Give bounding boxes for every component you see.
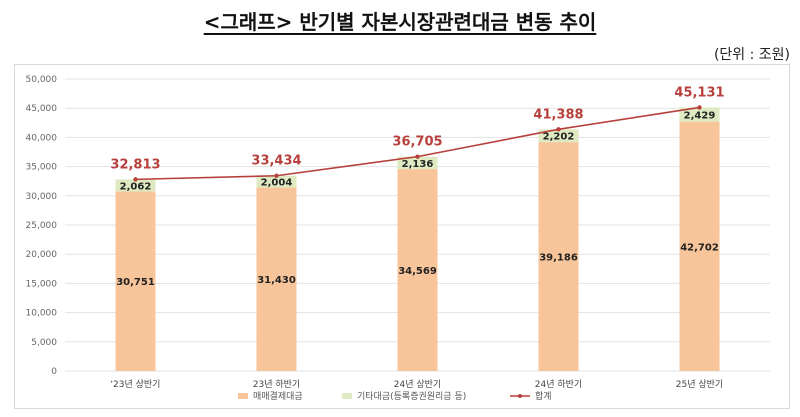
bar-trade (115, 191, 156, 371)
chart-frame (14, 64, 790, 409)
total-point (556, 127, 561, 132)
trade-value-label: 42,702 (680, 242, 719, 253)
total-line (133, 105, 702, 182)
y-tick-label: 5,000 (31, 338, 57, 348)
bars (115, 107, 720, 371)
x-tick-label: '23년 상반기 (111, 379, 161, 390)
trade-value-label: 30,751 (116, 277, 155, 288)
legend-label-total: 합계 (535, 390, 552, 402)
x-tick-label: 25년 상반기 (676, 379, 723, 390)
y-tick-label: 40,000 (26, 133, 58, 143)
bar-trade (397, 169, 438, 371)
trade-value-label: 34,569 (398, 266, 437, 277)
bar-trade (256, 187, 297, 371)
bar-other (538, 129, 579, 143)
legend-label-other: 기타대금(등록증권원리금 등) (357, 390, 466, 402)
y-tick-label: 35,000 (26, 163, 58, 173)
y-axis: 0 5,000 10,000 15,000 20,000 25,000 30,000 35,0… (26, 75, 58, 377)
bar-trade (679, 121, 720, 371)
legend-swatch-trade (238, 393, 248, 399)
y-tick-label: 0 (51, 367, 57, 377)
y-tick-label: 15,000 (26, 279, 58, 289)
bar-other (397, 156, 438, 170)
data-labels: 30,751 2,062 32,813 31,430 2,004 33,434 34,569… (110, 85, 724, 288)
other-value-label: 2,429 (684, 111, 716, 122)
y-tick-label: 25,000 (26, 221, 58, 231)
y-tick-label: 20,000 (26, 250, 58, 260)
total-value-label: 36,705 (392, 135, 442, 150)
total-point (133, 177, 138, 182)
bar-other (115, 179, 156, 192)
y-tick-label: 30,000 (26, 192, 58, 202)
x-axis: '23년 상반기 23년 하반기 24년 상반기 24년 하반기 25년 상반기 (111, 379, 724, 390)
trade-value-label: 39,186 (539, 253, 578, 264)
total-value-label: 45,131 (674, 85, 724, 100)
y-tick-label: 10,000 (26, 309, 58, 319)
legend: 매매결제대금 기타대금(등록증권원리금 등) 합계 (238, 390, 552, 402)
y-tick-label: 45,000 (26, 104, 58, 114)
bar-trade (538, 142, 579, 371)
total-value-label: 32,813 (110, 157, 160, 172)
x-tick-label: 24년 하반기 (535, 379, 582, 390)
bar-other (256, 175, 297, 188)
total-point (415, 154, 420, 159)
unit-label: (단위 : 조원) (713, 47, 790, 63)
legend-label-trade: 매매결제대금 (253, 391, 303, 402)
total-point (697, 105, 702, 110)
x-tick-label: 24년 상반기 (394, 379, 441, 390)
total-value-label: 41,388 (533, 107, 583, 122)
other-value-label: 2,004 (261, 178, 293, 189)
total-point (274, 173, 279, 178)
legend-swatch-other (342, 393, 352, 399)
other-value-label: 2,202 (543, 132, 575, 143)
other-value-label: 2,062 (120, 181, 152, 192)
total-value-label: 33,434 (251, 154, 301, 169)
bar-other (679, 107, 720, 122)
trade-value-label: 31,430 (257, 275, 296, 286)
legend-swatch-total-dot (518, 394, 522, 398)
x-tick-label: 23년 하반기 (253, 379, 300, 390)
chart-title: <그래프> 반기별 자본시장관련대금 변동 추이 (203, 10, 597, 34)
y-tick-label: 50,000 (26, 75, 58, 85)
other-value-label: 2,136 (402, 159, 434, 170)
